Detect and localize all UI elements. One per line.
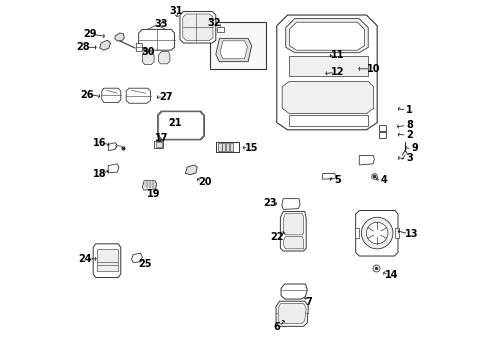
Polygon shape: [289, 56, 367, 76]
Polygon shape: [283, 214, 303, 235]
Text: 11: 11: [330, 50, 344, 60]
Polygon shape: [289, 116, 367, 126]
Polygon shape: [355, 211, 397, 256]
Text: 17: 17: [155, 133, 168, 143]
Bar: [218, 143, 221, 151]
Text: 28: 28: [76, 42, 90, 52]
Bar: [210, 22, 265, 69]
Bar: [215, 142, 239, 152]
Polygon shape: [142, 181, 156, 190]
Text: 5: 5: [334, 175, 341, 185]
Bar: [378, 132, 386, 138]
Polygon shape: [158, 51, 169, 64]
Text: 12: 12: [330, 67, 344, 77]
Text: 26: 26: [80, 90, 93, 100]
Polygon shape: [108, 164, 119, 173]
Bar: [354, 228, 358, 238]
Text: 23: 23: [263, 198, 277, 208]
Polygon shape: [276, 15, 376, 130]
Text: 33: 33: [154, 19, 168, 30]
Text: 13: 13: [404, 229, 417, 239]
Bar: [216, 27, 224, 32]
Bar: [226, 143, 229, 151]
Text: 25: 25: [138, 259, 151, 269]
Text: 31: 31: [168, 6, 182, 17]
Polygon shape: [142, 51, 154, 64]
Text: 15: 15: [244, 143, 258, 153]
Bar: [394, 228, 398, 238]
Text: 32: 32: [207, 18, 221, 28]
Polygon shape: [215, 39, 251, 62]
Text: 16: 16: [92, 138, 106, 148]
Polygon shape: [180, 12, 215, 43]
Polygon shape: [126, 88, 150, 103]
Polygon shape: [115, 33, 124, 41]
Text: 10: 10: [366, 64, 380, 74]
Polygon shape: [139, 30, 174, 50]
Polygon shape: [281, 284, 306, 299]
Polygon shape: [102, 88, 121, 103]
Polygon shape: [93, 244, 121, 278]
Text: 9: 9: [410, 143, 417, 153]
Text: 21: 21: [167, 118, 181, 128]
Text: 30: 30: [141, 46, 154, 57]
Bar: [222, 143, 225, 151]
Bar: [136, 43, 142, 51]
Bar: [97, 249, 117, 271]
Circle shape: [361, 217, 392, 249]
Text: 14: 14: [384, 270, 397, 280]
Bar: [155, 141, 162, 147]
Polygon shape: [158, 111, 204, 140]
Polygon shape: [183, 14, 212, 41]
Text: 7: 7: [305, 297, 312, 307]
Polygon shape: [185, 165, 197, 175]
Text: 18: 18: [92, 168, 106, 179]
Text: 27: 27: [159, 92, 173, 102]
Polygon shape: [283, 237, 303, 249]
Polygon shape: [289, 22, 364, 50]
Text: 8: 8: [405, 121, 412, 130]
Polygon shape: [280, 212, 305, 251]
Text: 22: 22: [270, 232, 284, 242]
Circle shape: [366, 222, 387, 244]
Text: 2: 2: [405, 130, 412, 140]
Text: 19: 19: [147, 189, 161, 199]
Text: 20: 20: [198, 177, 211, 187]
Text: 3: 3: [405, 153, 412, 163]
Polygon shape: [359, 156, 373, 165]
Text: 24: 24: [78, 254, 91, 264]
Polygon shape: [276, 301, 308, 326]
Polygon shape: [100, 40, 110, 50]
Polygon shape: [278, 304, 305, 323]
Polygon shape: [285, 19, 367, 53]
Polygon shape: [159, 112, 203, 139]
Polygon shape: [282, 81, 373, 114]
Polygon shape: [108, 143, 117, 150]
Bar: [154, 140, 163, 148]
Polygon shape: [322, 174, 335, 179]
Text: 6: 6: [273, 322, 280, 332]
Text: 4: 4: [380, 175, 387, 185]
Polygon shape: [281, 199, 300, 210]
Text: 29: 29: [82, 30, 96, 39]
Polygon shape: [220, 41, 247, 59]
Bar: [230, 143, 233, 151]
Bar: [378, 125, 386, 131]
Text: 1: 1: [405, 105, 412, 115]
Polygon shape: [131, 253, 142, 262]
